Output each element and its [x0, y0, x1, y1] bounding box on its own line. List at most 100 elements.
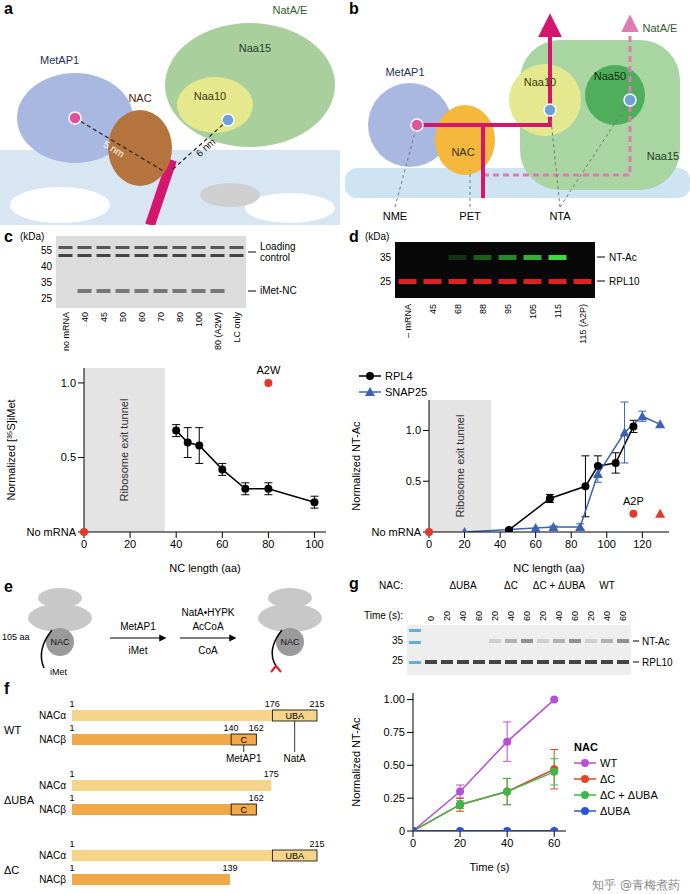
svg-text:RPL10: RPL10 — [609, 276, 640, 287]
svg-text:1.0: 1.0 — [406, 424, 421, 436]
svg-text:55: 55 — [41, 245, 53, 256]
svg-text:(kDa): (kDa) — [365, 231, 389, 242]
svg-text:1: 1 — [69, 723, 74, 733]
svg-text:NatA/E: NatA/E — [643, 22, 678, 34]
svg-text:NC length (aa): NC length (aa) — [169, 562, 241, 574]
svg-text:Time (s): Time (s) — [470, 861, 510, 873]
svg-text:PET: PET — [459, 210, 481, 222]
svg-text:0.25: 0.25 — [384, 792, 405, 804]
svg-text:NAC: NAC — [280, 637, 300, 647]
svg-text:A2P: A2P — [623, 495, 644, 507]
svg-text:100: 100 — [305, 538, 323, 550]
svg-text:60: 60 — [548, 837, 560, 849]
svg-text:1: 1 — [69, 793, 74, 803]
svg-text:AcCoA: AcCoA — [192, 621, 223, 632]
svg-text:88: 88 — [478, 304, 488, 314]
svg-text:NACβ: NACβ — [39, 804, 66, 815]
svg-text:NAC:: NAC: — [379, 580, 403, 591]
svg-text:139: 139 — [222, 863, 237, 873]
svg-text:35: 35 — [392, 635, 404, 646]
svg-text:0: 0 — [81, 538, 87, 550]
svg-text:40: 40 — [170, 538, 182, 550]
svg-text:45: 45 — [99, 312, 109, 322]
svg-text:1.00: 1.00 — [384, 693, 405, 705]
svg-text:Ribosome exit tunnel: Ribosome exit tunnel — [118, 399, 130, 502]
svg-text:Time (s):: Time (s): — [364, 610, 403, 621]
svg-text:0: 0 — [426, 538, 432, 550]
svg-text:NAC: NAC — [128, 92, 151, 104]
svg-text:– mRNA: – mRNA — [403, 304, 413, 338]
svg-text:Normalized NT-Ac: Normalized NT-Ac — [350, 717, 362, 807]
svg-text:175: 175 — [264, 769, 279, 779]
svg-text:215: 215 — [309, 699, 324, 709]
svg-text:Naa15: Naa15 — [647, 150, 679, 162]
svg-text:g: g — [349, 575, 359, 592]
svg-text:1: 1 — [69, 863, 74, 873]
svg-text:C: C — [240, 805, 247, 815]
svg-text:0.50: 0.50 — [384, 759, 405, 771]
svg-text:40: 40 — [458, 611, 468, 621]
svg-text:C: C — [240, 735, 247, 745]
svg-text:MetAP1: MetAP1 — [40, 54, 79, 66]
svg-text:40: 40 — [506, 611, 516, 621]
svg-text:Normalized NT-Ac: Normalized NT-Ac — [350, 421, 362, 511]
svg-text:Ribosome exit tunnel: Ribosome exit tunnel — [454, 415, 466, 518]
svg-text:20: 20 — [442, 611, 452, 621]
svg-text:80: 80 — [175, 312, 185, 322]
svg-text:20: 20 — [124, 538, 136, 550]
svg-text:CoA: CoA — [198, 645, 218, 656]
svg-text:0: 0 — [410, 837, 416, 849]
svg-text:115 (A2P): 115 (A2P) — [578, 304, 588, 344]
svg-text:a: a — [4, 0, 13, 17]
svg-text:Loading: Loading — [260, 241, 296, 252]
svg-text:ΔC + ΔUBA: ΔC + ΔUBA — [533, 580, 586, 591]
svg-text:control: control — [260, 252, 290, 263]
svg-text:35: 35 — [41, 277, 53, 288]
svg-text:25: 25 — [41, 293, 53, 304]
svg-text:Naa50: Naa50 — [594, 70, 626, 82]
svg-text:100: 100 — [598, 538, 616, 550]
svg-text:0.5: 0.5 — [61, 451, 76, 463]
svg-text:80: 80 — [565, 538, 577, 550]
svg-text:0: 0 — [426, 616, 436, 621]
svg-text:120: 120 — [633, 538, 651, 550]
svg-text:Naa10: Naa10 — [194, 90, 226, 102]
svg-text:162: 162 — [249, 723, 264, 733]
svg-text:80: 80 — [262, 538, 274, 550]
svg-text:MetAP1: MetAP1 — [385, 66, 424, 78]
svg-text:6 nm: 6 nm — [194, 136, 218, 159]
svg-text:25: 25 — [380, 276, 392, 287]
svg-text:ΔC: ΔC — [504, 580, 518, 591]
svg-text:NT-Ac: NT-Ac — [642, 636, 670, 647]
svg-text:0: 0 — [399, 825, 405, 837]
svg-text:Naa15: Naa15 — [239, 42, 271, 54]
svg-text:70: 70 — [156, 312, 166, 322]
svg-text:0.75: 0.75 — [384, 726, 405, 738]
svg-text:40: 40 — [554, 611, 564, 621]
svg-text:(kDa): (kDa) — [20, 231, 44, 242]
svg-text:UBA: UBA — [285, 851, 304, 861]
svg-text:c: c — [4, 228, 13, 245]
svg-text:e: e — [4, 578, 13, 595]
svg-text:105 aa: 105 aa — [2, 632, 30, 642]
svg-text:60: 60 — [570, 611, 580, 621]
svg-text:NACα: NACα — [39, 710, 66, 721]
svg-text:1: 1 — [69, 769, 74, 779]
svg-text:Naa10: Naa10 — [524, 76, 556, 88]
svg-text:ΔUBA: ΔUBA — [4, 794, 35, 806]
svg-text:0.5: 0.5 — [406, 475, 421, 487]
svg-text:ΔC: ΔC — [4, 864, 19, 876]
svg-text:NC length (aa): NC length (aa) — [513, 562, 585, 574]
svg-text:40: 40 — [494, 538, 506, 550]
svg-text:20: 20 — [458, 538, 470, 550]
svg-text:1: 1 — [69, 839, 74, 849]
svg-text:No mRNA: No mRNA — [26, 526, 76, 538]
svg-text:40: 40 — [80, 312, 90, 322]
svg-text:No mRNA: No mRNA — [371, 526, 421, 538]
svg-text:176: 176 — [265, 699, 280, 709]
svg-text:5 nm: 5 nm — [101, 139, 126, 160]
svg-text:1.0: 1.0 — [61, 377, 76, 389]
svg-text:60: 60 — [522, 611, 532, 621]
svg-text:50: 50 — [118, 312, 128, 322]
svg-text:35: 35 — [380, 252, 392, 263]
